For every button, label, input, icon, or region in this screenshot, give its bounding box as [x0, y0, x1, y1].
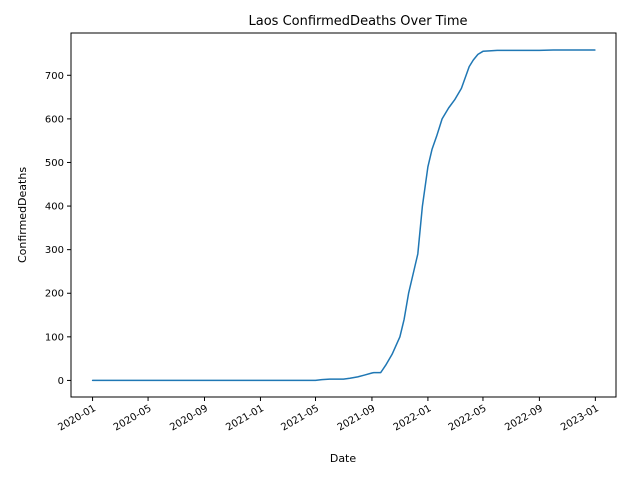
y-tick-label: 500: [45, 158, 64, 169]
y-tick-label: 600: [45, 114, 64, 125]
axes-frame: [70, 32, 617, 398]
x-tick-label: 2022-09: [503, 403, 545, 433]
x-tick-label: 2020-09: [168, 403, 210, 433]
x-tick-label: 2021-05: [279, 403, 321, 433]
y-tick-label: 400: [45, 202, 64, 213]
y-tick-label: 200: [45, 289, 64, 300]
x-axis-label: Date: [330, 452, 357, 465]
plot-area: 2020-01 2020-05 2020-09 2021-01 2021-05 2021-…: [45, 49, 601, 433]
x-tick-label: 2020-01: [56, 403, 98, 433]
y-tick-label: 300: [45, 245, 64, 256]
series-line-confirmed-deaths: [91, 49, 596, 382]
x-tick-label: 2022-05: [447, 403, 489, 433]
y-axis-label: ConfirmedDeaths: [16, 167, 29, 263]
x-tick-label: 2020-05: [112, 403, 154, 433]
y-tick-label: 100: [45, 332, 64, 343]
x-tick-label: 2023-01: [559, 403, 601, 433]
x-tick-label: 2021-09: [336, 403, 378, 433]
x-tick-label: 2022-01: [392, 403, 434, 433]
chart-title: Laos ConfirmedDeaths Over Time: [249, 14, 468, 29]
y-tick-label: 700: [45, 71, 64, 82]
x-tick-label: 2021-01: [224, 403, 266, 433]
y-tick-label: 0: [58, 376, 64, 387]
